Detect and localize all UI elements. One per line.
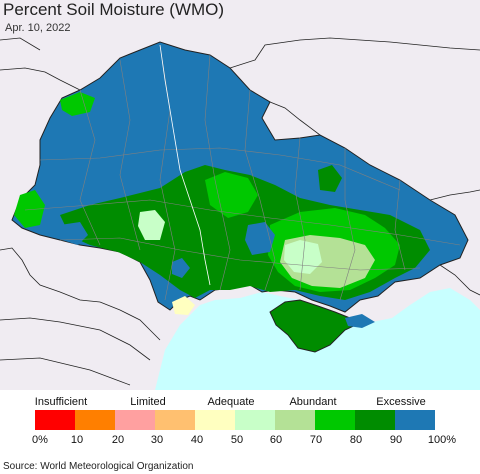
legend-swatch: [235, 410, 275, 430]
legend-tick: 70: [309, 434, 323, 446]
legend-swatch: [355, 410, 395, 430]
river: [159, 44, 211, 286]
legend-tick: 50: [230, 434, 244, 446]
legend-tick: 20: [111, 434, 125, 446]
map-date: Apr. 10, 2022: [5, 22, 71, 34]
admin-borders: [24, 44, 461, 301]
legend-tick: 60: [269, 434, 283, 446]
adequate-zone-south: [172, 296, 195, 315]
excessive-patch-2: [172, 258, 190, 278]
bright-green-zone-west: [14, 190, 45, 228]
legend-swatch: [115, 410, 155, 430]
legend-swatch: [75, 410, 115, 430]
legend-swatch: [275, 410, 315, 430]
legend-swatch: [155, 410, 195, 430]
legend-tick: 40: [190, 434, 204, 446]
source-credit: Source: World Meteorological Organizatio…: [3, 461, 194, 472]
legend-color-bar: [35, 410, 435, 430]
legend-label-adequate: Adequate: [207, 396, 255, 408]
legend-swatch: [395, 410, 435, 430]
legend-label-excessive: Excessive: [376, 396, 426, 408]
legend-label-limited: Limited: [130, 396, 166, 408]
excessive-patch-3: [345, 314, 375, 328]
green-patch-east: [318, 165, 342, 192]
legend-label-abundant: Abundant: [289, 396, 337, 408]
bright-green-zone-center: [205, 172, 258, 218]
country-borders: [0, 37, 480, 386]
adequate-zone-west: [138, 210, 165, 240]
legend-tick: 100%: [427, 434, 457, 446]
map-title: Percent Soil Moisture (WMO): [3, 0, 225, 19]
legend-tick: 30: [150, 434, 164, 446]
legend-swatch: [35, 410, 75, 430]
legend-tick: 10: [70, 434, 84, 446]
legend-tick: 90: [389, 434, 403, 446]
legend-swatch: [195, 410, 235, 430]
soil-moisture-map: [0, 0, 480, 390]
legend-label-insufficient: Insufficient: [34, 396, 88, 408]
legend-swatch: [315, 410, 355, 430]
legend-tick: 80: [349, 434, 363, 446]
legend-tick: 0%: [32, 434, 48, 446]
